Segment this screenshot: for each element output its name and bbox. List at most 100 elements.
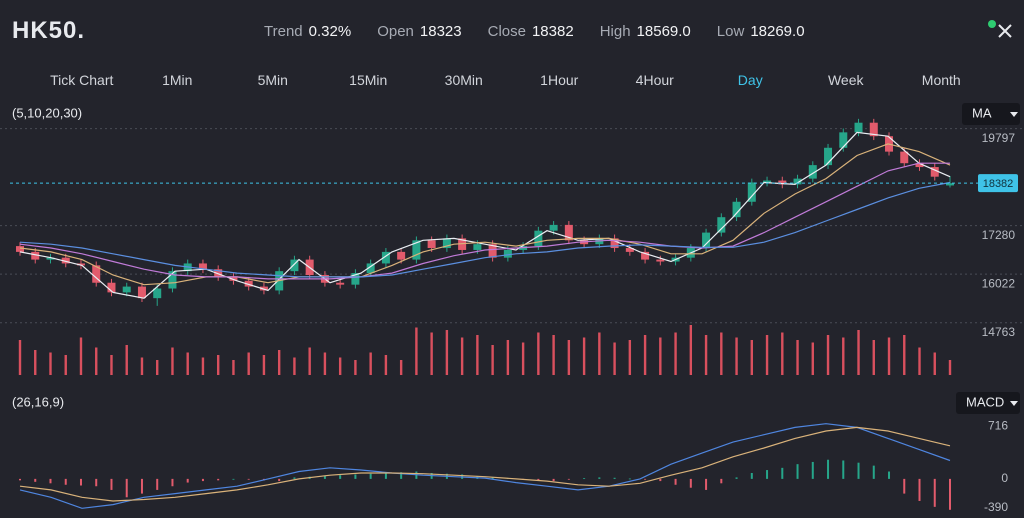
candle-body [92,265,101,283]
timeframe-tab[interactable]: Tick Chart [50,72,114,88]
stat-value: 18323 [419,23,462,40]
candle-body [702,232,711,249]
volume-bar [506,340,510,375]
stat-value: 0.32% [308,23,352,40]
volume-bar [735,337,738,375]
timeframe-tab[interactable]: Month [921,72,961,88]
volume-bar [643,335,647,375]
volume-bar [674,332,677,375]
candle-body [397,251,406,260]
candle-body [824,147,833,166]
volume-bar [79,337,83,375]
macd-bar [186,478,189,483]
timeframe-tab[interactable]: 4Hour [635,72,674,88]
timeframe-tab[interactable]: 1Hour [540,72,579,88]
timeframe-tab[interactable]: 1Min [162,72,193,88]
volume-bar [552,335,555,375]
volume-bar [567,340,571,375]
volume-bar [521,342,525,375]
candle-body [198,263,207,270]
volume-bar [34,350,37,375]
volume-bar [430,332,433,375]
volume-bar [384,355,388,375]
macd-bar [156,478,159,490]
macd-bar [232,478,235,480]
timeframe-tab[interactable]: Day [737,72,763,88]
macd-bar [735,477,738,479]
close-button[interactable] [996,22,1014,40]
candle-body [381,251,390,264]
macd-bar [491,477,494,479]
macd-bar [552,478,555,482]
macd-bar [19,478,21,481]
macd-bar [278,478,281,482]
y-tick-label: 16022 [982,276,1016,290]
indicator-dropdown[interactable]: MA [962,103,1020,125]
macd-bar [674,478,677,485]
macd-bar [796,464,799,479]
candle-body [137,286,146,299]
y-tick-label: 0 [1001,471,1008,485]
candle-body [656,259,665,262]
dropdown-arrow [1010,401,1018,406]
candle-body [427,240,436,249]
macd-bar [384,472,387,479]
stat-value: 18269.0 [750,23,805,40]
volume-bar [216,355,220,375]
timeframe-tab[interactable]: 30Min [444,72,483,88]
volume-bar [628,340,632,375]
candle-body [549,224,558,231]
volume-bar [842,337,845,375]
indicator-line [19,423,951,509]
timeframe-tab[interactable]: Week [827,72,864,88]
macd-bar [201,478,204,482]
stat: Low 18269.0 [717,23,805,40]
indicator-params: (26,16,9) [12,394,64,409]
volume-bar [933,352,936,375]
stat-label: Open [377,23,414,40]
status-dot [988,20,996,28]
candle-body [854,122,863,133]
macd-bar [537,478,540,481]
macd-bar [781,467,784,479]
volume-bar [415,327,418,375]
indicator-params: (5,10,20,30) [12,105,82,120]
candle-body [16,246,24,252]
volume-bar [186,352,189,375]
candle-body [488,244,497,258]
volume-bar [323,352,327,375]
indicator-line [19,162,950,280]
dropdown-box [962,103,1020,125]
candle-body [793,178,802,185]
macd-bar [766,470,769,479]
macd-bar [369,473,372,479]
candle-body [351,273,360,285]
y-tick-label: 14763 [982,325,1016,339]
volume-bar [445,330,449,375]
candle-body [168,271,177,289]
volume-bar [64,355,67,375]
macd-bar [949,478,951,510]
indicator-dropdown[interactable]: MACD [956,392,1020,414]
volume-bar [110,355,113,375]
dropdown-box [956,392,1020,414]
candle-body [930,167,939,177]
dropdown-label: MACD [966,394,1004,409]
macd-bar [125,478,128,498]
candle-body [122,286,131,293]
stat-label: Trend [264,23,303,40]
stat: Trend 0.32% [264,23,351,40]
timeframe-tab[interactable]: 5Min [257,72,288,88]
macd-bar [95,478,98,487]
volume-bar [796,340,799,375]
volume-bar [308,347,311,375]
timeframe-tab[interactable]: 15Min [349,72,388,88]
candle-body [869,122,878,137]
macd-bar [171,478,174,487]
last-price-badge [978,174,1018,193]
candle-body [412,240,421,260]
candle-body [214,269,223,277]
stat-label: Close [487,23,526,40]
